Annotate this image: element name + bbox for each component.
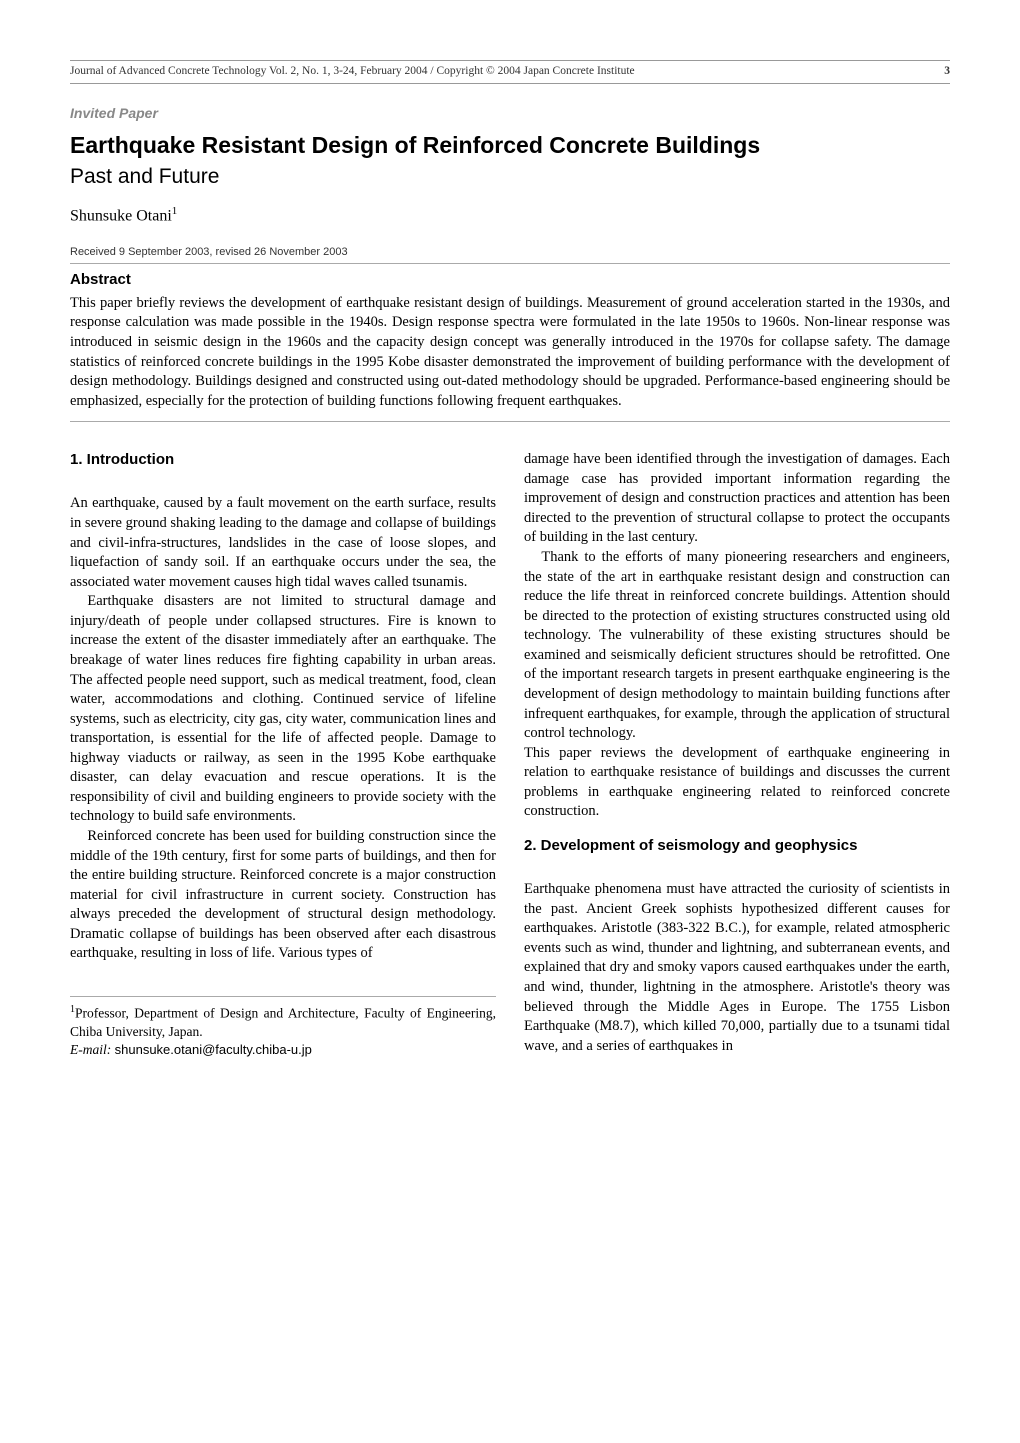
email-label: E-mail:: [70, 1042, 111, 1057]
footnote-block: 1Professor, Department of Design and Arc…: [70, 1003, 496, 1059]
paper-subtitle: Past and Future: [70, 163, 950, 191]
footnote-text: Professor, Department of Design and Arch…: [70, 1005, 496, 1038]
body-paragraph: Earthquake disasters are not limited to …: [70, 592, 496, 827]
author-email: shunsuke.otani@faculty.chiba-u.jp: [115, 1042, 312, 1057]
running-header: Journal of Advanced Concrete Technology …: [70, 60, 950, 84]
abstract-body: This paper briefly reviews the developme…: [70, 294, 950, 411]
author-line: Shunsuke Otani1: [70, 204, 950, 227]
two-column-body: 1. Introduction An earthquake, caused by…: [70, 450, 950, 1059]
body-paragraph: This paper reviews the development of ea…: [524, 744, 950, 822]
paper-type-label: Invited Paper: [70, 104, 950, 123]
body-paragraph: Reinforced concrete has been used for bu…: [70, 827, 496, 964]
abstract-heading: Abstract: [70, 270, 950, 290]
paper-title: Earthquake Resistant Design of Reinforce…: [70, 130, 950, 161]
left-column: 1. Introduction An earthquake, caused by…: [70, 450, 496, 1059]
author-affil-marker: 1: [172, 205, 178, 217]
received-line: Received 9 September 2003, revised 26 No…: [70, 245, 950, 264]
journal-info: Journal of Advanced Concrete Technology …: [70, 64, 635, 80]
section-1-heading: 1. Introduction: [70, 450, 496, 470]
author-name: Shunsuke Otani: [70, 207, 172, 224]
body-paragraph: Earthquake phenomena must have attracted…: [524, 880, 950, 1056]
footnote-divider: [70, 996, 496, 997]
body-paragraph: damage have been identified through the …: [524, 450, 950, 548]
abstract-divider: [70, 421, 950, 422]
body-paragraph: An earthquake, caused by a fault movemen…: [70, 494, 496, 592]
right-column: damage have been identified through the …: [524, 450, 950, 1059]
body-paragraph: Thank to the efforts of many pioneering …: [524, 548, 950, 744]
section-2-heading: 2. Development of seismology and geophys…: [524, 836, 950, 856]
page-number: 3: [944, 64, 950, 80]
